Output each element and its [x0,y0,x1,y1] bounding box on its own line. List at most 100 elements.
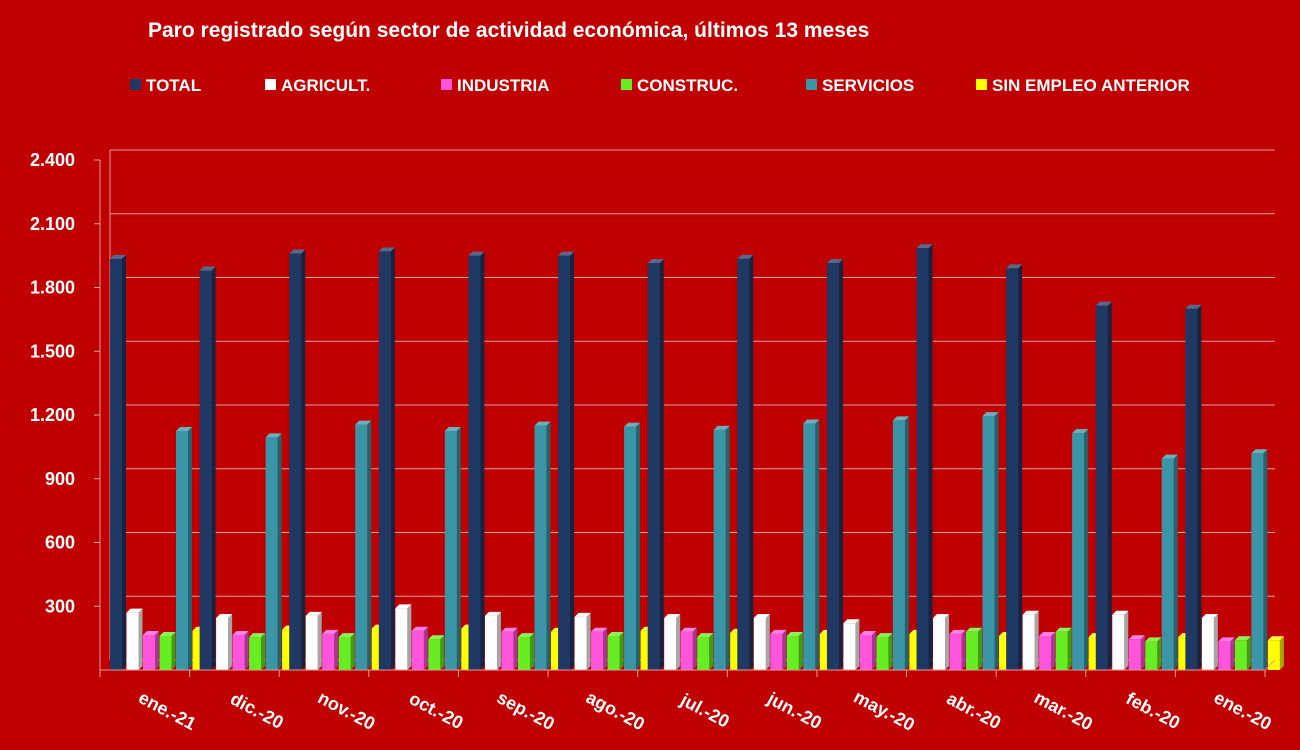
bar [232,630,249,670]
x-tick-label: dic.-20 [227,688,287,732]
x-tick-label: jun.-20 [763,688,824,733]
bar [966,627,983,670]
chart-title: Paro registrado según sector de activida… [148,19,869,42]
bar [305,611,322,670]
bar [1251,449,1268,670]
bar [753,613,770,670]
legend-item: TOTAL [130,76,201,95]
legend-swatch [976,79,987,90]
bar [1161,454,1178,670]
bar [1201,613,1218,670]
bar [289,249,306,670]
bar [1218,637,1235,670]
bar [1095,301,1112,670]
x-axis: ene.-21 dic.-20 nov.-20 oct.-20 sep.-20 ago.-… [99,659,1276,735]
bar [126,608,143,670]
legend-label: INDUSTRIA [457,76,550,95]
bar [322,629,339,670]
legend-item: CONSTRUC. [621,76,738,95]
bar [647,259,664,670]
bar [468,251,485,670]
bar [1145,637,1162,670]
x-tick-label: jul.-20 [676,689,732,732]
bar [378,247,395,670]
legend-item: SIN EMPLEO ANTERIOR [976,76,1190,95]
bar [607,632,624,670]
bar [876,633,893,670]
bar [737,254,754,670]
bar [892,416,909,670]
x-tick-label: ene.-21 [135,687,199,734]
y-tick-label: 600 [45,533,75,553]
y-tick-label: 2.400 [30,150,75,170]
bar [1006,264,1023,670]
x-tick-label: mar.-20 [1031,687,1096,734]
bar [411,626,428,670]
bar [1055,627,1072,670]
legend-item: AGRICULT. [265,76,370,95]
bar [517,633,534,670]
bar [786,632,803,670]
bar [697,633,714,670]
bar [265,433,282,670]
bar [1022,610,1039,670]
bar [826,259,843,670]
bar [1128,635,1145,670]
bar [916,244,933,670]
legend-swatch [806,79,817,90]
bar [1072,429,1089,670]
legend-label: CONSTRUC. [637,76,738,95]
x-tick-label: ene.-20 [1211,687,1275,734]
y-tick-label: 2.100 [30,214,75,234]
bar [574,612,591,670]
x-tick-label: may.-20 [851,686,918,735]
bar [534,421,551,670]
bar [501,627,518,670]
bar [1112,610,1129,670]
bar [843,619,860,670]
bar [933,613,950,670]
legend-label: SERVICIOS [822,76,914,95]
x-tick-label: ago.-20 [583,687,648,734]
y-axis: 300 600 900 1.200 1.500 1.800 2.100 2.400 [30,150,75,616]
y-tick-label: 300 [45,596,75,616]
bar [216,613,233,670]
legend-swatch [265,79,276,90]
bar [624,422,641,670]
y-tick-label: 1.500 [30,341,75,361]
bar [803,419,820,670]
bar [110,254,126,670]
legend-item: INDUSTRIA [441,76,550,95]
bar [949,629,966,670]
legend-swatch [441,79,452,90]
bar [1234,636,1251,670]
legend-swatch [130,79,141,90]
bar [859,630,876,670]
bar [558,251,575,670]
bar [249,633,266,670]
x-tick-label: abr.-20 [944,688,1005,733]
legend-label: TOTAL [146,76,201,95]
bar [338,633,355,670]
bar [395,604,412,670]
bar [444,426,461,670]
bar [176,426,192,670]
bar [982,412,999,670]
legend-label: AGRICULT. [281,76,370,95]
bar [143,630,159,670]
bar [1185,304,1202,670]
y-tick-label: 1.200 [30,405,75,425]
legend: TOTAL AGRICULT. INDUSTRIA CONSTRUC. SERVICIO… [130,76,1190,95]
bar [428,635,445,670]
bar [355,420,372,670]
x-tick-label: sep.-20 [494,687,558,734]
bar [159,632,176,670]
bar [770,629,787,670]
bars [110,244,1284,670]
bar [680,627,697,670]
y-tick-label: 900 [45,469,75,489]
x-tick-label: feb.-20 [1123,688,1184,733]
bar [713,425,730,670]
